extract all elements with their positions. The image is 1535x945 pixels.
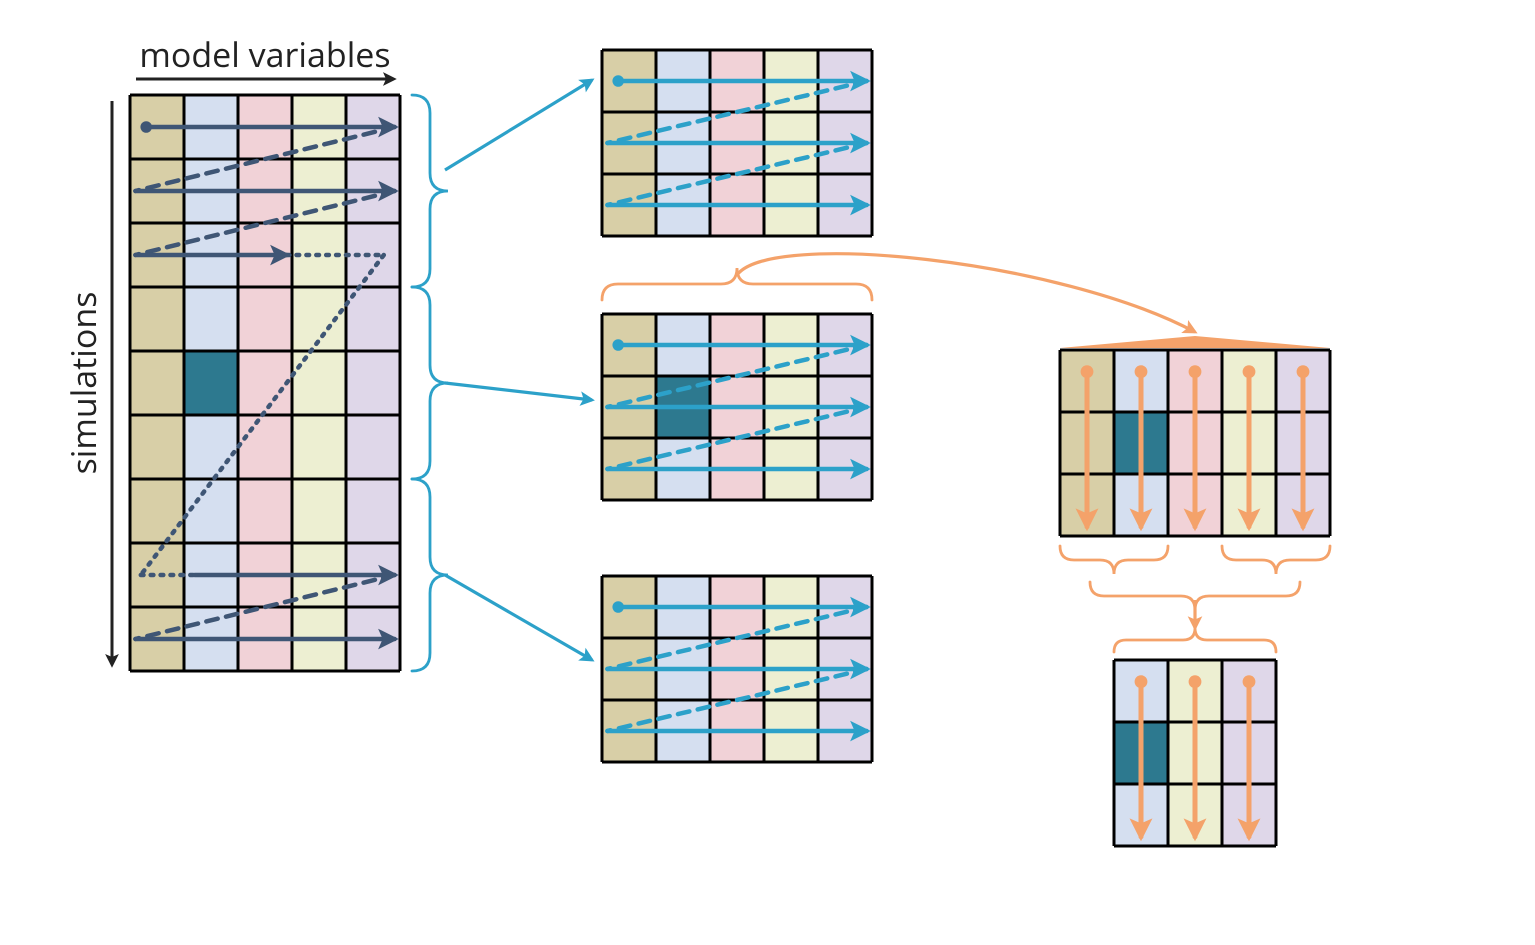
right-grid-cap	[1060, 336, 1330, 348]
brace	[1114, 628, 1276, 652]
brace	[1060, 546, 1168, 574]
brace-connector	[445, 383, 592, 400]
brace-connector	[445, 575, 592, 660]
brace-connector	[445, 80, 592, 170]
axis-top-label: model variables	[139, 31, 390, 77]
diagram-canvas: model variables simulations	[0, 0, 1535, 945]
brace	[412, 479, 448, 671]
brace	[412, 287, 448, 479]
brace	[1222, 546, 1330, 574]
brace	[412, 95, 448, 287]
axis-left-label: simulations	[60, 292, 106, 475]
